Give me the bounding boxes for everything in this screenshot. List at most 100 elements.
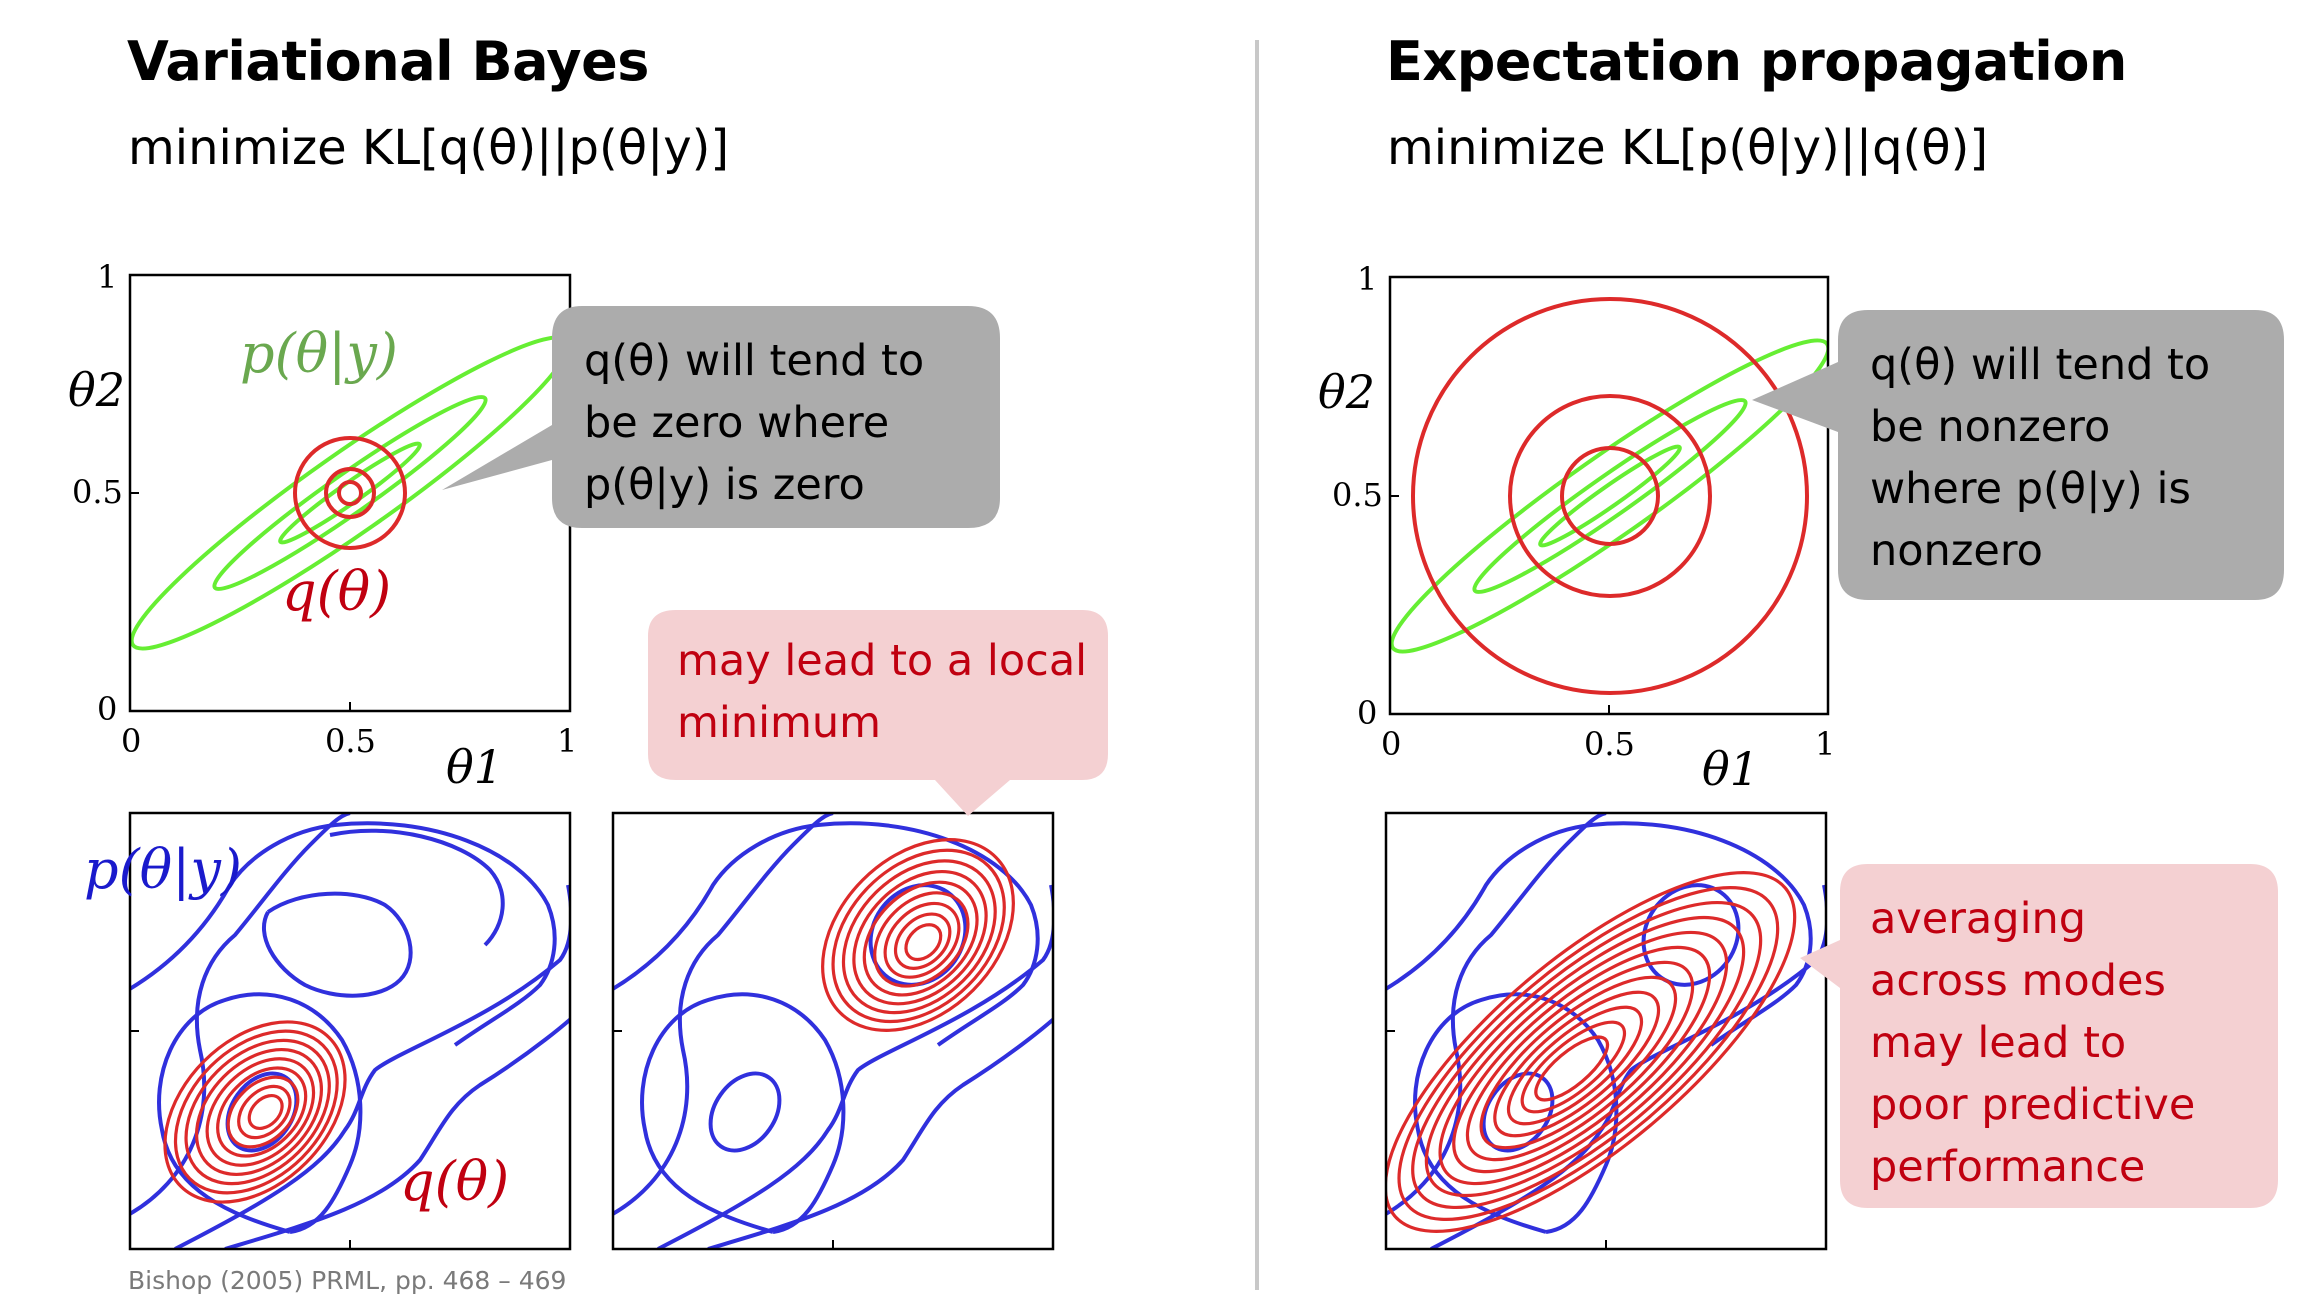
- approx-contour: [1508, 394, 1712, 598]
- posterior-contour: [174, 884, 570, 1249]
- ep-gray-callout-line: q(θ) will tend to: [1870, 340, 2211, 390]
- posterior-contour: [329, 828, 505, 947]
- approx-contour: [852, 869, 988, 1006]
- vb-gray-callout-line: be zero where: [584, 398, 890, 448]
- approx-contour: [1386, 871, 1797, 1233]
- posterior-contour: [130, 821, 557, 1047]
- posterior-contour: [224, 1016, 570, 1249]
- approx-contour: [237, 1084, 292, 1140]
- x-tick-1: 1: [557, 722, 578, 760]
- ep-red-callout-line: averaging: [1870, 894, 2087, 944]
- posterior-contour: [613, 821, 1040, 1047]
- approx-contour: [184, 1038, 331, 1186]
- y-tick-1: 1: [97, 258, 118, 296]
- ep-bottom-plot: [1384, 811, 1828, 1251]
- vb-objective: minimize KL[q(θ)||p(θ|y)]: [128, 120, 730, 176]
- ep-gray-callout-line: where p(θ|y) is: [1870, 464, 2191, 514]
- approx-contour: [893, 912, 952, 970]
- approx-contour: [1506, 1005, 1644, 1126]
- vb-bottom-right-plot: [611, 811, 1055, 1251]
- citation: Bishop (2005) PRML, pp. 468 – 469: [128, 1266, 567, 1295]
- posterior-label: p(θ|y): [84, 838, 242, 901]
- ep-red-callout-line: performance: [1870, 1142, 2146, 1192]
- vb-red-callout-line: minimum: [677, 698, 882, 748]
- ep-gray-callout-line: be nonzero: [1870, 402, 2111, 452]
- approx-contour: [205, 1057, 316, 1167]
- ep-gray-callout-line: nonzero: [1870, 526, 2043, 576]
- vb-other-mode-fit-contours: [821, 838, 1015, 1032]
- approx-contour: [1411, 297, 1809, 695]
- approximation-label: q(θ): [400, 1150, 510, 1213]
- posterior-contour: [1472, 397, 1748, 595]
- approx-contour: [1411, 900, 1763, 1210]
- approx-contour: [247, 1093, 284, 1131]
- posterior-contour: [157, 992, 363, 1234]
- approx-contour: [1520, 1020, 1627, 1114]
- approx-contour: [1479, 975, 1678, 1150]
- posterior-contour: [278, 441, 422, 545]
- approx-contour: [862, 880, 979, 997]
- posterior-contour: [640, 992, 846, 1234]
- posterior-contour: [1386, 821, 1813, 1047]
- posterior-contour: [708, 1071, 782, 1153]
- posterior-contour: [1538, 444, 1682, 548]
- approx-contour: [904, 923, 943, 962]
- approx-contour: [337, 480, 363, 506]
- ep-red-callout-line: may lead to: [1870, 1018, 2127, 1068]
- plot-frame: [1388, 275, 1830, 716]
- y-axis-label: θ2: [68, 363, 125, 417]
- approx-contour: [1438, 930, 1729, 1186]
- vb-red-callout: [648, 610, 1108, 816]
- posterior-label: p(θ|y): [240, 322, 398, 385]
- approx-contour: [831, 848, 1006, 1024]
- ep-gray-callout: [1752, 310, 2284, 600]
- vb-local-fit-contours: [163, 1020, 347, 1204]
- approx-contour: [873, 891, 970, 988]
- approx-contour: [173, 1029, 339, 1195]
- ep-objective: minimize KL[p(θ|y)||q(θ)]: [1387, 120, 1989, 176]
- approx-contour: [841, 859, 997, 1015]
- approx-contour: [1397, 886, 1780, 1221]
- approx-contour: [194, 1047, 324, 1177]
- posterior-contour: [212, 394, 488, 592]
- posterior-contour: [1390, 338, 1828, 654]
- posterior-contour: [613, 813, 834, 1217]
- posterior-contour: [707, 1016, 1053, 1249]
- y-tick-0: 0: [97, 690, 118, 728]
- vb-bottom-left-plot: [128, 811, 572, 1251]
- ep-red-callout-line: across modes: [1870, 956, 2166, 1006]
- posterior-contour: [1386, 813, 1607, 1217]
- x-tick-0.5: 0.5: [1584, 725, 1635, 763]
- vb-gray-callout-line: p(θ|y) is zero: [584, 460, 865, 510]
- y-axis-label: θ2: [1318, 365, 1375, 419]
- x-tick-0: 0: [1381, 725, 1402, 763]
- approx-contour: [821, 838, 1015, 1032]
- ep-title: Expectation propagation: [1386, 30, 2127, 93]
- ep-top-plot: [1388, 275, 1830, 716]
- vb-red-callout-line: may lead to a local: [677, 636, 1088, 686]
- posterior-contour: [657, 884, 1053, 1249]
- y-tick-0: 0: [1357, 694, 1378, 732]
- x-tick-1: 1: [1815, 725, 1836, 763]
- ep-red-callout-line: poor predictive: [1870, 1080, 2196, 1130]
- approx-contour: [1560, 446, 1660, 546]
- approx-contour: [1534, 1035, 1610, 1102]
- x-tick-0: 0: [121, 722, 142, 760]
- approx-contour: [883, 901, 961, 979]
- posterior-contour: [261, 891, 413, 998]
- y-tick-0.5: 0.5: [1332, 476, 1383, 514]
- y-tick-1: 1: [1357, 260, 1378, 298]
- x-axis-label: θ1: [1702, 742, 1759, 796]
- x-tick-0.5: 0.5: [325, 722, 376, 760]
- x-axis-label: θ1: [446, 740, 503, 794]
- approx-contour: [216, 1066, 308, 1158]
- vb-gray-callout: [442, 306, 1000, 528]
- approx-contour: [226, 1075, 300, 1149]
- approx-contour: [1452, 945, 1712, 1174]
- panel-divider: [1255, 40, 1259, 1290]
- ep-red-callout: [1800, 864, 2278, 1208]
- approx-contour: [1424, 915, 1746, 1198]
- approx-contour: [163, 1020, 347, 1204]
- y-tick-0.5: 0.5: [72, 473, 123, 511]
